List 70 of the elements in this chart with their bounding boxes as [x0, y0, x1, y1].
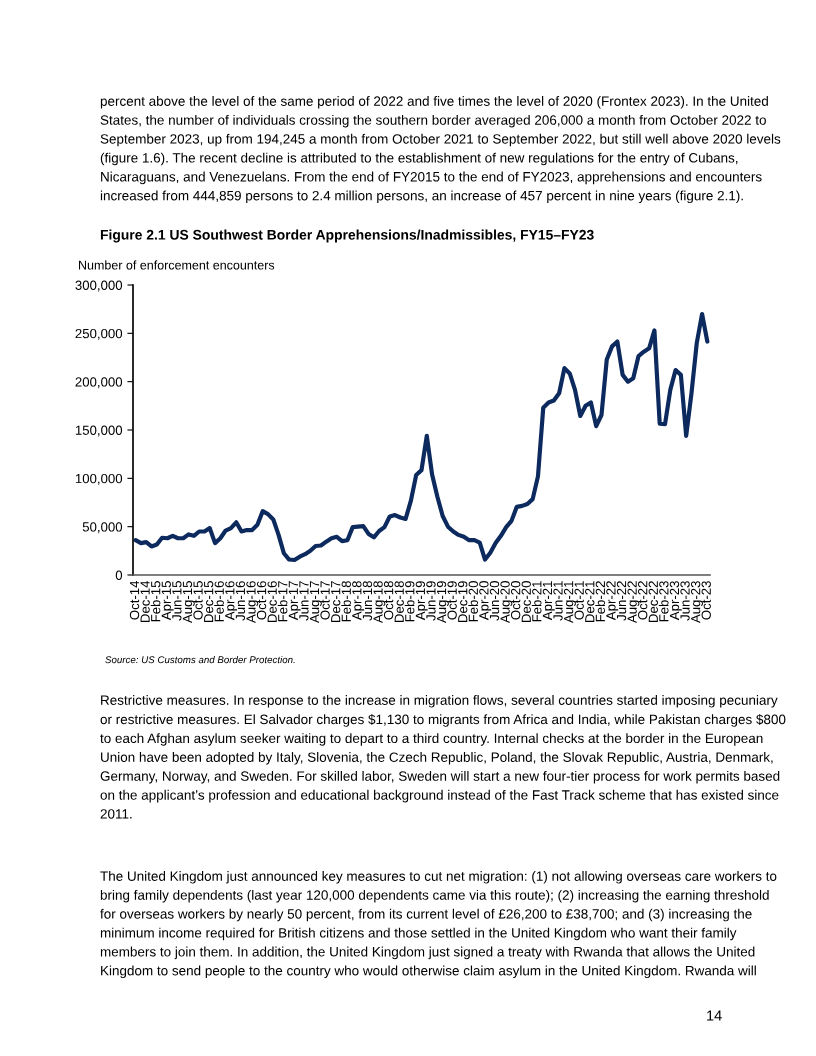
x-tick-label: Feb-15: [150, 581, 161, 622]
x-tick-label: Oct-22: [638, 581, 648, 620]
x-tick-label: Aug-20: [500, 581, 513, 624]
x-tick-label: Dec-16: [267, 581, 277, 622]
line-series: [133, 311, 710, 563]
x-tick-label: Aug-21: [563, 581, 576, 624]
y-tick-label: 250,000: [75, 328, 123, 340]
x-tick-label: Oct-21: [574, 581, 584, 620]
x-tick-label: Oct-20: [510, 581, 521, 620]
x-tick-label: Aug-22: [627, 581, 640, 624]
x-tick-label: Dec-21: [585, 581, 595, 622]
x-tick-label: Feb-18: [341, 581, 351, 622]
y-tick-label: 50,000: [82, 522, 123, 534]
y-tick-label: 300,000: [75, 280, 123, 292]
x-tick-label: Dec-18: [394, 581, 404, 622]
x-tick-label: Jun-21: [553, 581, 563, 621]
x-tick-label: Oct-16: [256, 581, 267, 620]
x-tick-label: Oct-18: [383, 581, 394, 620]
x-tick-label: Aug-16: [246, 581, 259, 624]
text: 14: [707, 1010, 722, 1021]
x-tick-label: Apr-16: [225, 581, 238, 621]
x-tick-label: Feb-17: [277, 581, 288, 622]
x-tick-label: Jun-15: [172, 581, 182, 621]
x-tick-label: Dec-15: [204, 581, 214, 622]
x-tick-label: Aug-23: [690, 581, 703, 624]
chart-title: Figure 2.1 US Southwest Border Apprehensions/Inadmissibles, FY15–FY23: [100, 229, 594, 243]
x-tick-label: Aug-18: [373, 581, 386, 624]
x-tick-label: Apr-20: [479, 581, 492, 621]
x-tick-label: Dec-19: [458, 581, 468, 622]
x-tick-label: Oct-17: [320, 581, 330, 620]
x-tick-label: Dec-14: [140, 580, 150, 622]
text: Restrictive measures. In response to the increase in migration flows, several countries started imposing pecuniary or restrictive measures. El Salvador charges $1,130 to migrants from Africa and India, while Pakistan charges $800 to each Afghan asylum seeker waiting to depart to a third country. Internal checks at the border in the European Union have been adopted by Italy, Slovenia, the Czech Republic, Poland, the Slovak Republic, Austria, Denmark, Germany, Norway, and Sweden. For skilled labor, Sweden will start a new four-tier process for work permits based on the applicant’s profession and educational background instead of the Fast Track scheme that has existed since 2011.: [100, 695, 786, 819]
x-tick-label: Feb-20: [468, 581, 478, 622]
x-tick-label: Feb-22: [595, 581, 606, 622]
x-tick-label: Aug-17: [309, 581, 322, 624]
x-tick-label: Feb-23: [658, 581, 669, 622]
x-tick-label: Jun-16: [235, 581, 246, 621]
x-tick-label: Feb-16: [214, 581, 224, 622]
text: percent above the level of the same period of 2022 and five times the level of 2020 (Frontex 2023). In the United States, the number of individuals crossing the southern border averaged 206,000 a month from October 2022 to September 2023, up from 194,245 a month from October 2021 to September 2022, but still well above 2020 levels (figure 1.6). The recent decline is attributed to the establishment of new regulations for the entry of Cubans, Nicaraguans, and Venezuelans. From the end of FY2015 to the end of FY2023, apprehensions and encounters increased from 444,859 persons to 2.4 million persons, an increase of 457 percent in nine years (figure 2.1).: [100, 96, 781, 204]
x-tick-label: Jun-17: [299, 581, 309, 621]
x-tick-label: Aug-15: [182, 581, 195, 624]
x-tick-label: Oct-23: [701, 581, 711, 620]
x-tick-label: Oct-15: [193, 581, 203, 620]
x-tick-label: Apr-21: [542, 581, 555, 621]
y-tick-label: 0: [115, 570, 123, 580]
x-tick-label: Jun-19: [426, 581, 436, 621]
y-tick-label: 200,000: [75, 377, 123, 389]
x-tick-label: Jun-18: [362, 581, 373, 621]
x-tick-label: Apr-22: [606, 581, 619, 621]
x-tick-label: Feb-19: [404, 581, 415, 622]
y-axis-title: Number of enforcement encounters: [79, 260, 275, 270]
x-tick-label: Apr-19: [415, 581, 428, 621]
x-tick-label: Aug-19: [436, 581, 449, 624]
x-tick-label: Dec-22: [648, 581, 658, 622]
x-tick-label: Apr-18: [352, 581, 365, 621]
x-tick-label: Jun-23: [680, 581, 690, 621]
x-tick-label: Feb-21: [531, 581, 542, 622]
y-tick-label: 100,000: [75, 473, 123, 485]
source-note: Source: US Customs and Border Protection.: [105, 656, 295, 664]
x-tick-label: Apr-17: [288, 581, 301, 621]
x-tick-label: Oct-19: [447, 581, 457, 620]
x-tick-label: Oct-14: [129, 580, 140, 620]
x-tick-label: Apr-23: [669, 581, 682, 621]
x-tick-label: Dec-20: [521, 581, 531, 622]
x-tick-label: Jun-20: [489, 581, 500, 621]
y-tick-label: 150,000: [75, 425, 123, 437]
text: The United Kingdom just announced key measures to cut net migration: (1) not allowing overseas care workers to bring family dependents (last year 120,000 dependents came via this route); (2) increasing the earning threshold for overseas workers by nearly 50 percent, from its current level of £26,200 to £38,700; and (3) increasing the minimum income required for British citizens and those settled in the United Kingdom who want their family members to join them. In addition, the United Kingdom just signed a treaty with Rwanda that allows the United Kingdom to send people to the country who would otherwise claim asylum in the United Kingdom. Rwanda will: [100, 871, 777, 979]
x-tick-label: Dec-17: [331, 581, 341, 622]
x-tick-label: Apr-15: [161, 581, 174, 621]
x-tick-label: Jun-22: [616, 581, 627, 621]
